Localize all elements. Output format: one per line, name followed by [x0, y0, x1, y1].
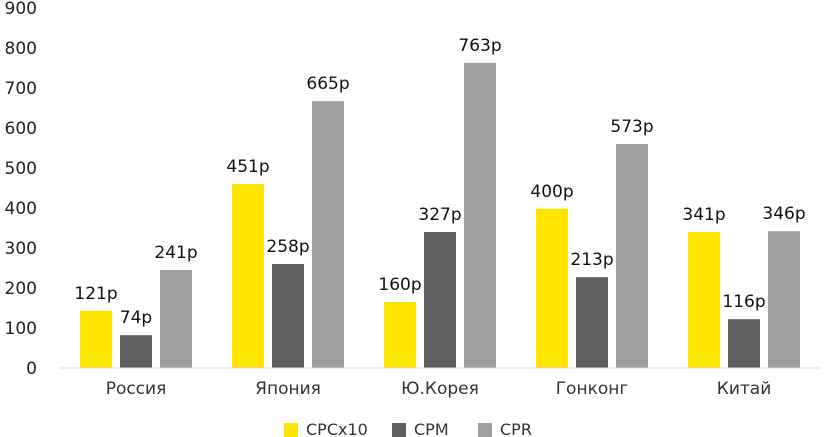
- x-category-label: Япония: [255, 379, 321, 399]
- bar-cpcx10: [232, 184, 264, 368]
- bar-cpr: [160, 270, 192, 368]
- bar-cpm: [728, 319, 760, 368]
- data-label: 74р: [120, 308, 152, 328]
- bars: [80, 62, 800, 369]
- data-label: 665р: [306, 74, 349, 94]
- x-axis-categories: Россия Япония Ю.Корея Гонконг Китай: [106, 379, 772, 399]
- bar-cpr: [312, 101, 344, 368]
- data-label: 160р: [378, 275, 421, 295]
- data-label: 573р: [610, 117, 653, 137]
- y-axis: 0 100 200 300 400 500 600 700 800 900: [5, 0, 37, 379]
- bar-cpm: [424, 232, 456, 368]
- bar-cpm: [576, 277, 608, 368]
- y-tick-label: 800: [5, 39, 37, 59]
- x-category-label: Китай: [717, 379, 772, 399]
- y-tick-label: 500: [5, 159, 37, 179]
- legend-label: CPR: [500, 420, 532, 437]
- x-category-label: Гонконг: [556, 379, 629, 399]
- bar-cpcx10: [688, 232, 720, 368]
- x-category-label: Россия: [106, 379, 167, 399]
- bar-cpcx10: [536, 208, 568, 368]
- legend-label: CPM: [414, 420, 449, 437]
- bar-cpcx10: [384, 302, 416, 368]
- bar-cpcx10: [80, 310, 112, 368]
- bar-cpr: [768, 231, 800, 368]
- legend-label: CPCx10: [306, 420, 368, 437]
- data-label: 258р: [266, 237, 309, 257]
- data-label: 341р: [682, 205, 725, 225]
- legend-swatch: [392, 423, 406, 437]
- y-tick-label: 300: [5, 239, 37, 259]
- bar-cpr: [464, 62, 496, 369]
- data-label: 116р: [722, 292, 765, 312]
- y-tick-label: 700: [5, 79, 37, 99]
- data-label: 346р: [762, 204, 805, 224]
- legend: CPCx10 CPM CPR: [284, 420, 532, 437]
- bar-cpm: [120, 335, 152, 368]
- data-label: 763р: [458, 36, 501, 56]
- y-tick-label: 100: [5, 319, 37, 339]
- x-category-label: Ю.Корея: [401, 379, 479, 399]
- y-tick-label: 600: [5, 119, 37, 139]
- data-label: 327р: [418, 205, 461, 225]
- y-tick-label: 900: [5, 0, 37, 19]
- legend-swatch: [284, 423, 298, 437]
- legend-swatch: [478, 423, 492, 437]
- y-tick-label: 400: [5, 199, 37, 219]
- y-tick-label: 200: [5, 279, 37, 299]
- data-label: 241р: [154, 243, 197, 263]
- bar-cpm: [272, 264, 304, 368]
- data-label: 121р: [74, 284, 117, 304]
- bar-cpr: [616, 144, 648, 368]
- y-tick-label: 0: [26, 359, 37, 379]
- data-label: 213р: [570, 250, 613, 270]
- data-label: 451р: [226, 157, 269, 177]
- data-label: 400р: [530, 182, 573, 202]
